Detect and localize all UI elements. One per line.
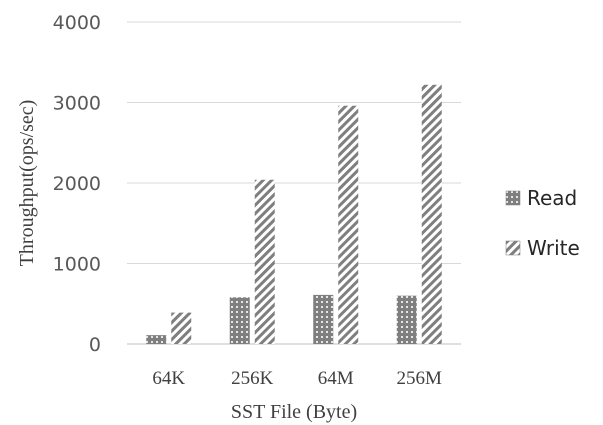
y-tick-label: 0 [89,334,101,356]
y-tick-label: 4000 [53,12,101,34]
bars [146,84,442,344]
y-tick-label: 2000 [53,173,101,195]
bar-read-64m [313,294,334,344]
y-tick-labels: 0 1000 2000 3000 4000 [53,12,101,356]
bar-read-256k [229,297,250,344]
bar-write-256m [421,84,442,344]
x-tick-label: 256M [397,368,443,389]
x-tick-label: 64K [152,368,185,389]
legend-swatch-read [505,190,521,206]
x-tick-label: 64M [318,368,354,389]
y-axis-label: Throughput(ops/sec) [16,100,38,267]
bar-write-64k [171,312,192,344]
x-axis-label: SST File (Byte) [231,401,357,423]
bar-write-64m [338,105,359,344]
legend: Read Write [505,186,580,260]
bar-read-256m [396,295,417,344]
y-tick-label: 3000 [53,93,101,115]
y-tick-label: 1000 [53,254,101,276]
legend-label-read: Read [527,186,577,210]
x-tick-labels: 64K 256K 64M 256M [152,368,442,389]
x-tick-label: 256K [231,368,274,389]
bar-write-256k [254,179,275,344]
legend-swatch-write [505,240,521,256]
bar-read-64k [146,335,167,344]
legend-label-write: Write [527,236,580,260]
